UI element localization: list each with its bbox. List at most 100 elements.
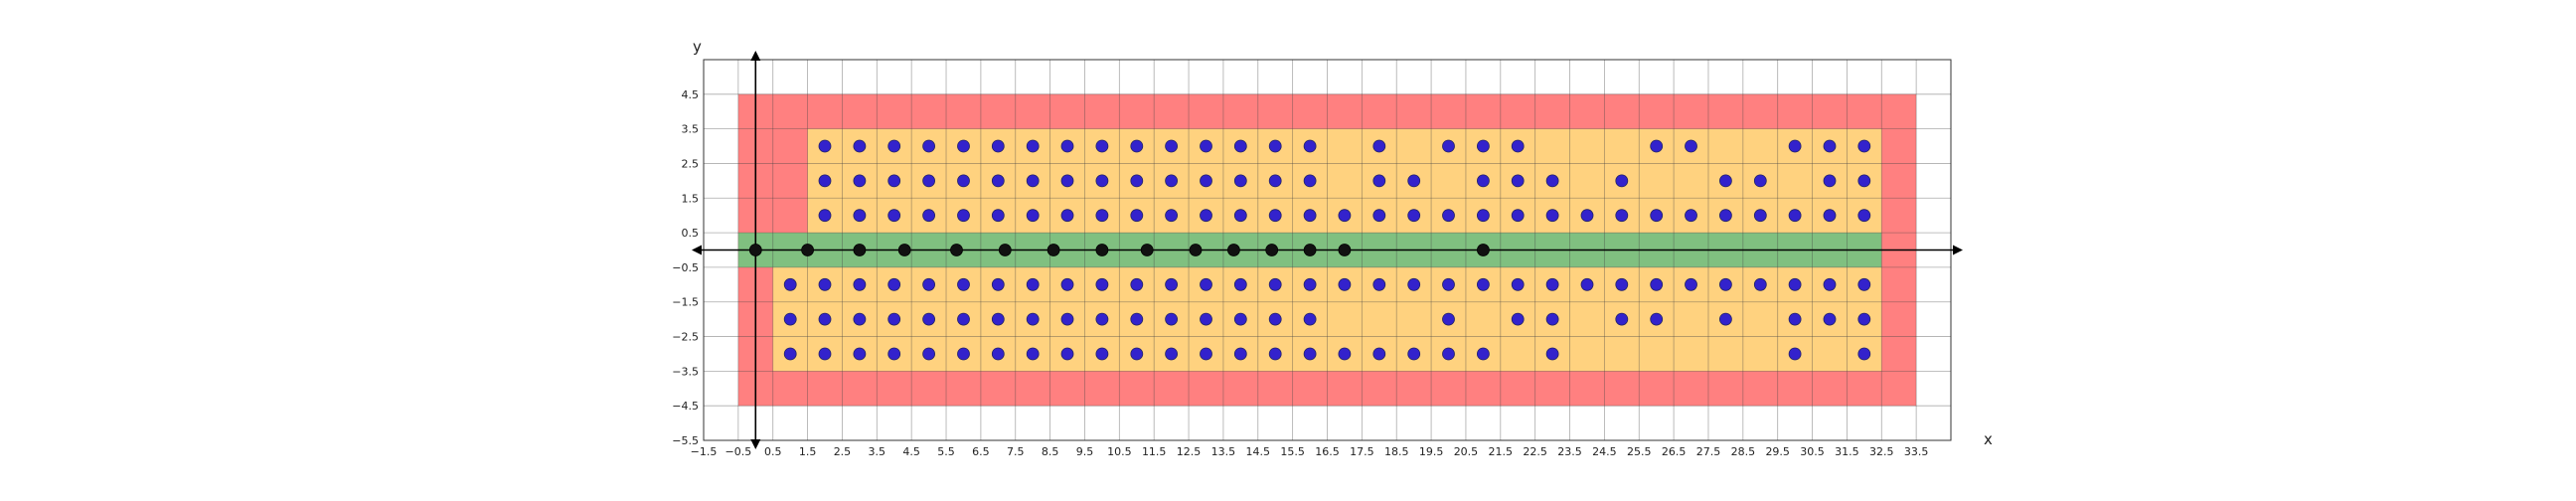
tick-labels: −1.5 −0.5 0.5 1.5 2.5 3.5 4.5 5.5 6.5 7.5 8.5 9.5 10… (672, 88, 1928, 458)
point-s0-125 (1233, 312, 1247, 326)
y-tick-label-6: −1.5 (672, 296, 699, 309)
point-s0-25 (853, 174, 867, 188)
point-s0-114 (853, 312, 867, 326)
point-s0-82 (853, 277, 867, 291)
point-s0-116 (922, 312, 935, 326)
point-s0-64 (1338, 209, 1352, 223)
point-s1-4 (950, 244, 963, 256)
point-s1-8 (1140, 244, 1154, 256)
point-s0-15 (1372, 139, 1386, 153)
point-s0-11 (1200, 139, 1212, 153)
x-tick-label-4: 2.5 (834, 445, 852, 458)
x-tick-label-24: 22.5 (1523, 445, 1547, 458)
point-s0-101 (1511, 277, 1525, 291)
point-s0-48 (1857, 174, 1871, 188)
point-s0-148 (1165, 347, 1178, 361)
point-s0-8 (1095, 139, 1109, 153)
point-s0-117 (957, 312, 970, 326)
point-s0-141 (922, 347, 935, 361)
point-s0-39 (1372, 174, 1386, 188)
point-s0-106 (1685, 277, 1697, 291)
x-tick-label-31: 29.5 (1765, 445, 1790, 458)
point-s0-59 (1165, 209, 1178, 223)
point-s0-49 (818, 209, 832, 223)
point-s0-58 (1130, 209, 1144, 223)
point-s0-4 (957, 139, 970, 153)
x-tick-label-27: 25.5 (1627, 445, 1652, 458)
point-s0-1 (853, 139, 867, 153)
point-s0-27 (922, 174, 935, 188)
x-tick-label-26: 24.5 (1592, 445, 1617, 458)
point-s0-75 (1719, 209, 1732, 223)
point-s0-124 (1200, 312, 1212, 326)
x-tick-label-22: 20.5 (1454, 445, 1479, 458)
point-s0-38 (1303, 174, 1317, 188)
point-s0-110 (1823, 277, 1837, 291)
point-s0-89 (1095, 277, 1109, 291)
point-s0-158 (1545, 347, 1559, 361)
point-s0-100 (1477, 277, 1490, 291)
point-s0-24 (818, 174, 832, 188)
point-s0-7 (1060, 139, 1074, 153)
point-s0-26 (887, 174, 901, 188)
point-s1-2 (853, 244, 867, 256)
point-s0-150 (1233, 347, 1247, 361)
point-s0-138 (818, 347, 832, 361)
x-tick-label-12: 10.5 (1107, 445, 1132, 458)
point-s0-134 (1788, 312, 1802, 326)
point-s0-72 (1615, 209, 1629, 223)
point-s0-13 (1268, 139, 1282, 153)
x-axis-arrow-right (1953, 245, 1963, 255)
point-s0-17 (1477, 139, 1490, 153)
point-s0-88 (1060, 277, 1074, 291)
point-s0-35 (1200, 174, 1212, 188)
point-s0-135 (1823, 312, 1837, 326)
point-s0-154 (1372, 347, 1386, 361)
point-s0-41 (1477, 174, 1490, 188)
point-s1-7 (1095, 244, 1109, 256)
point-s0-115 (887, 312, 901, 326)
y-axis-label: y (693, 38, 702, 56)
point-s0-71 (1580, 209, 1594, 223)
x-tick-label-23: 21.5 (1489, 445, 1514, 458)
x-tick-label-32: 30.5 (1800, 445, 1825, 458)
point-s0-73 (1650, 209, 1664, 223)
point-s0-61 (1233, 209, 1247, 223)
point-s1-11 (1265, 244, 1279, 256)
point-s0-54 (991, 209, 1005, 223)
x-tick-label-7: 5.5 (937, 445, 955, 458)
point-s1-12 (1303, 244, 1317, 256)
point-s0-156 (1442, 347, 1455, 361)
point-s0-108 (1753, 277, 1767, 291)
x-tick-label-2: 0.5 (764, 445, 782, 458)
point-s0-152 (1303, 347, 1317, 361)
x-tick-label-13: 11.5 (1142, 445, 1167, 458)
point-s0-10 (1165, 139, 1178, 153)
x-tick-label-9: 7.5 (1007, 445, 1025, 458)
point-s0-70 (1545, 209, 1559, 223)
point-s0-132 (1650, 312, 1664, 326)
point-s1-9 (1189, 244, 1203, 256)
point-s0-143 (991, 347, 1005, 361)
point-s0-34 (1165, 174, 1178, 188)
point-s0-62 (1268, 209, 1282, 223)
point-s0-122 (1130, 312, 1144, 326)
point-s0-145 (1060, 347, 1074, 361)
point-s0-109 (1788, 277, 1802, 291)
y-axis-arrow-up (750, 51, 761, 61)
point-s0-14 (1303, 139, 1317, 153)
x-tick-label-30: 28.5 (1731, 445, 1756, 458)
point-s0-63 (1303, 209, 1317, 223)
point-s0-97 (1372, 277, 1386, 291)
point-s0-105 (1650, 277, 1664, 291)
point-s0-131 (1615, 312, 1629, 326)
x-tick-label-25: 23.5 (1557, 445, 1582, 458)
point-s0-9 (1130, 139, 1144, 153)
point-s0-30 (1026, 174, 1040, 188)
point-s0-128 (1442, 312, 1455, 326)
point-s0-80 (783, 277, 797, 291)
point-s0-47 (1823, 174, 1837, 188)
x-tick-label-8: 6.5 (972, 445, 990, 458)
point-s0-79 (1857, 209, 1871, 223)
point-s0-42 (1511, 174, 1525, 188)
